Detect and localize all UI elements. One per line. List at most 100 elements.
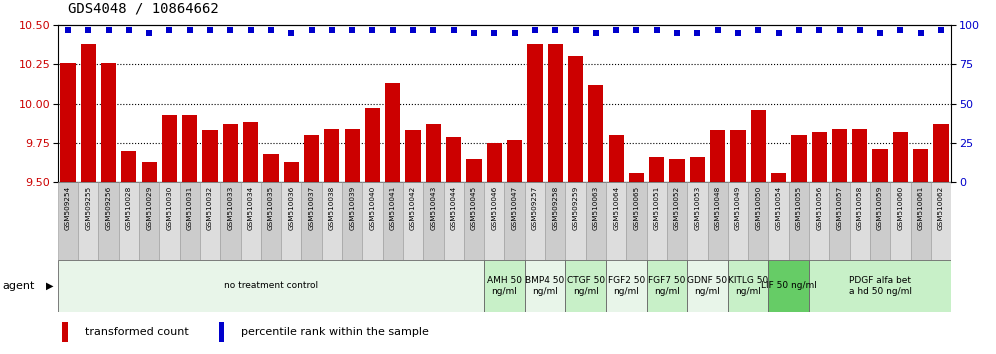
Bar <box>281 182 302 260</box>
Bar <box>78 182 99 260</box>
Point <box>933 27 949 32</box>
Bar <box>707 182 728 260</box>
Bar <box>931 182 951 260</box>
Bar <box>426 124 441 182</box>
Text: GSM510048: GSM510048 <box>715 186 721 230</box>
Bar <box>200 182 220 260</box>
Bar <box>139 182 159 260</box>
Bar <box>669 159 684 182</box>
Point <box>507 30 523 35</box>
Bar <box>769 260 809 312</box>
Text: GSM510035: GSM510035 <box>268 186 274 230</box>
Point <box>81 27 97 32</box>
Bar <box>446 137 461 182</box>
Text: LIF 50 ng/ml: LIF 50 ng/ml <box>761 281 817 290</box>
Text: GSM510043: GSM510043 <box>430 186 436 230</box>
Text: GSM510028: GSM510028 <box>125 186 131 230</box>
Text: GSM510029: GSM510029 <box>146 186 152 230</box>
Point <box>811 27 827 32</box>
Point <box>892 27 908 32</box>
Point <box>628 27 644 32</box>
Bar <box>730 130 746 182</box>
Bar <box>589 85 604 182</box>
Point <box>872 30 888 35</box>
Text: GSM510061: GSM510061 <box>917 186 923 230</box>
Point <box>527 27 543 32</box>
Text: GDS4048 / 10864662: GDS4048 / 10864662 <box>68 2 218 16</box>
Text: GSM510042: GSM510042 <box>410 186 416 230</box>
Text: GSM510033: GSM510033 <box>227 186 233 230</box>
Point <box>283 30 299 35</box>
Text: AMH 50
ng/ml: AMH 50 ng/ml <box>487 276 522 296</box>
Bar <box>728 182 748 260</box>
Text: GSM509257: GSM509257 <box>532 186 538 230</box>
Text: GSM510046: GSM510046 <box>491 186 497 230</box>
Bar <box>363 182 382 260</box>
Text: agent: agent <box>2 281 35 291</box>
Bar <box>182 115 197 182</box>
Point <box>486 30 502 35</box>
Text: GSM509256: GSM509256 <box>106 186 112 230</box>
Bar <box>606 260 646 312</box>
Point <box>263 27 279 32</box>
Text: GSM510038: GSM510038 <box>329 186 335 230</box>
Point <box>771 30 787 35</box>
Text: GSM510057: GSM510057 <box>837 186 843 230</box>
Point <box>609 27 624 32</box>
Text: GSM510060: GSM510060 <box>897 186 903 230</box>
Bar <box>122 151 136 182</box>
Bar <box>649 157 664 182</box>
Bar <box>484 260 525 312</box>
Text: no treatment control: no treatment control <box>224 281 318 290</box>
Bar <box>626 182 646 260</box>
Text: CTGF 50
ng/ml: CTGF 50 ng/ml <box>567 276 605 296</box>
Text: PDGF alfa bet
a hd 50 ng/ml: PDGF alfa bet a hd 50 ng/ml <box>849 276 911 296</box>
Bar <box>850 182 870 260</box>
Bar <box>345 129 360 182</box>
Text: GSM510062: GSM510062 <box>938 186 944 230</box>
Bar <box>933 124 948 182</box>
Point <box>710 27 726 32</box>
Bar <box>263 154 279 182</box>
Bar <box>385 83 400 182</box>
Point <box>588 30 604 35</box>
Bar <box>159 182 179 260</box>
Text: GSM510047: GSM510047 <box>512 186 518 230</box>
Bar <box>179 182 200 260</box>
Bar <box>58 260 484 312</box>
Point <box>101 27 117 32</box>
Text: GSM510030: GSM510030 <box>166 186 172 230</box>
Bar <box>58 182 78 260</box>
Point <box>791 27 807 32</box>
Bar <box>487 143 502 182</box>
Text: GSM510037: GSM510037 <box>309 186 315 230</box>
Text: GSM509255: GSM509255 <box>86 186 92 230</box>
Text: GSM510059: GSM510059 <box>877 186 883 230</box>
Bar <box>545 182 566 260</box>
Bar <box>161 115 177 182</box>
Bar <box>202 130 218 182</box>
Bar <box>870 182 890 260</box>
Text: GSM510052: GSM510052 <box>674 186 680 230</box>
Bar <box>568 56 583 182</box>
Bar <box>789 182 809 260</box>
Point <box>121 27 136 32</box>
Bar <box>240 182 261 260</box>
Text: GSM509259: GSM509259 <box>573 186 579 230</box>
Bar <box>667 182 687 260</box>
Bar <box>853 129 868 182</box>
Bar <box>890 182 910 260</box>
Point <box>912 30 928 35</box>
Bar <box>609 135 623 182</box>
Bar <box>403 182 423 260</box>
Text: GSM510036: GSM510036 <box>288 186 294 230</box>
Bar <box>606 182 626 260</box>
Bar <box>690 157 705 182</box>
Point <box>547 27 563 32</box>
Point <box>222 27 238 32</box>
Bar <box>791 135 807 182</box>
Text: GSM510039: GSM510039 <box>350 186 356 230</box>
Bar <box>218 322 224 342</box>
Bar <box>62 322 68 342</box>
Bar <box>913 149 928 182</box>
